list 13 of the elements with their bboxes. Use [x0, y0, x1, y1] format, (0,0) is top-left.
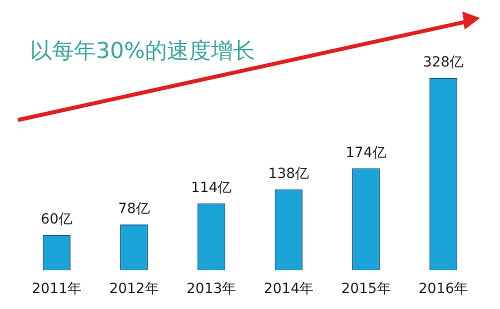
data-label: 328亿 — [422, 54, 464, 71]
x-tick-label: 2012年 — [109, 281, 159, 298]
x-tick-label: 2015年 — [341, 281, 391, 298]
x-tick-label: 2013年 — [186, 281, 236, 298]
data-label: 174亿 — [346, 144, 386, 161]
data-label: 60亿 — [40, 212, 73, 228]
data-label: 114亿 — [190, 180, 232, 196]
x-tick-label: 2016年 — [418, 281, 468, 298]
x-tick-label: 2011年 — [32, 281, 82, 298]
data-label: 138亿 — [268, 166, 310, 182]
x-tick-label: 2014年 — [264, 281, 314, 298]
data-label: 78亿 — [118, 201, 150, 218]
chart-title: 以每年30%的速度增长 — [30, 38, 255, 66]
